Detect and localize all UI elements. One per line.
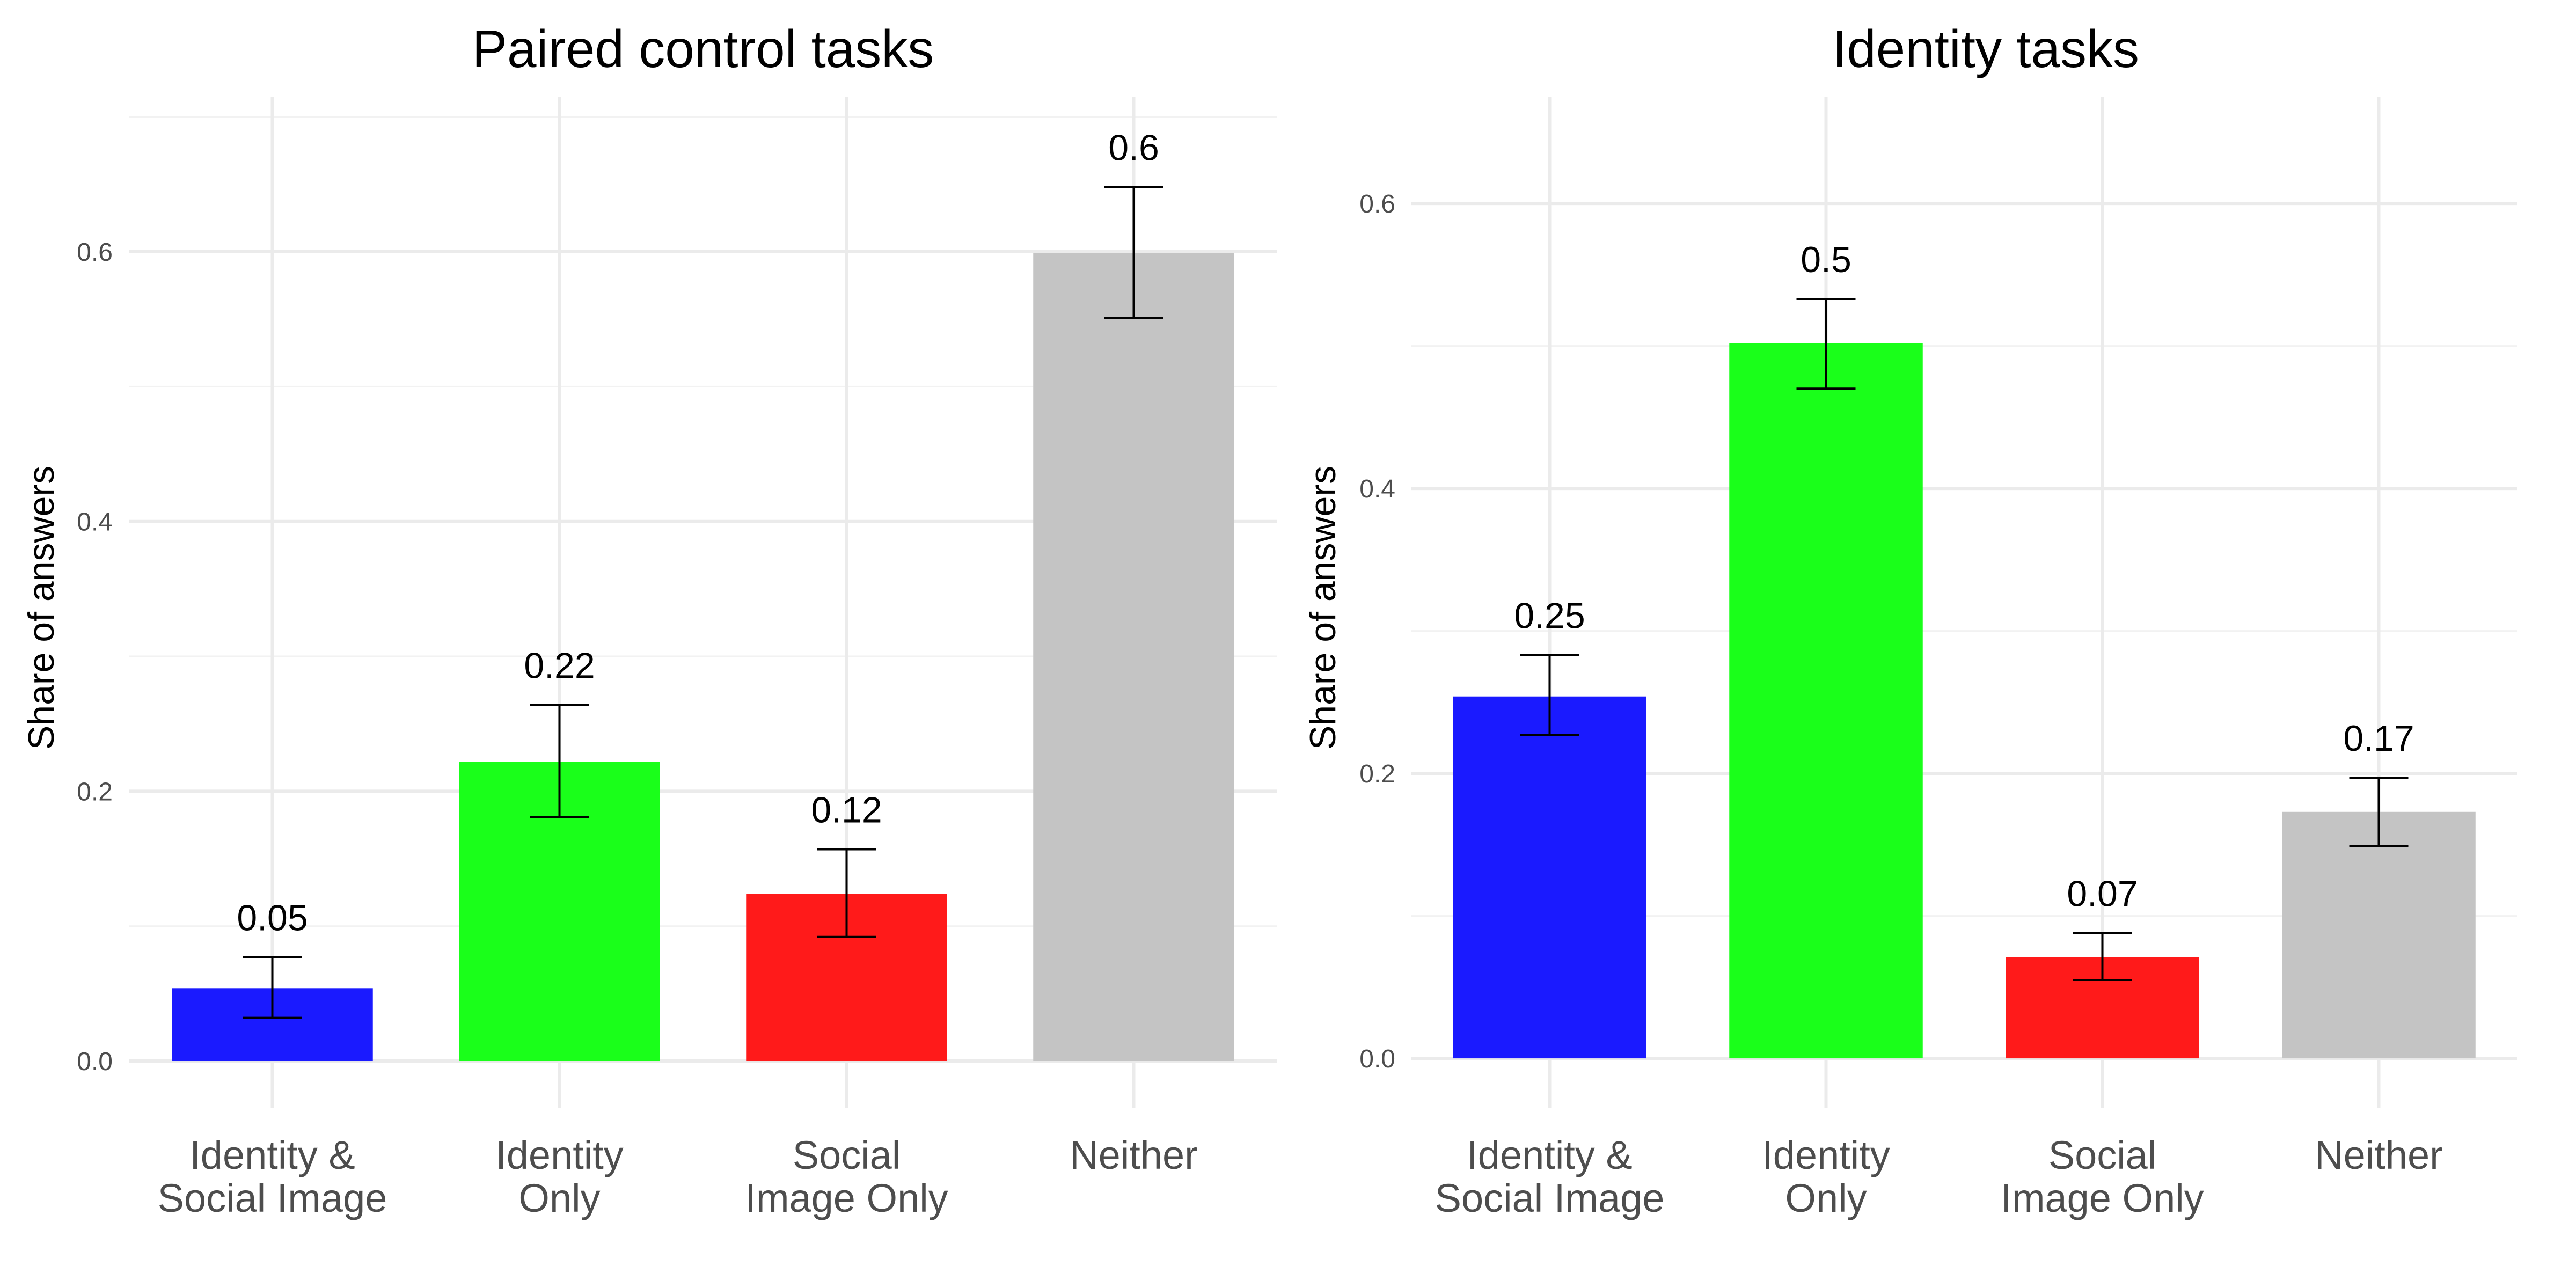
bar bbox=[1729, 343, 1923, 1059]
x-tick-label: Image Only bbox=[745, 1176, 948, 1220]
chart-paired-control-tasks: 0.0 0.2 0.4 0.6 0.05 Identity &Social Image 0.… bbox=[21, 19, 1277, 1220]
data-label: 0.17 bbox=[2343, 718, 2414, 759]
y-tick-label: 0.2 bbox=[1359, 760, 1395, 788]
x-tick-label: Identity & bbox=[1467, 1133, 1633, 1177]
y-tick-label: 0.2 bbox=[77, 778, 113, 806]
error-bar bbox=[530, 704, 589, 818]
x-tick-label: Image Only bbox=[2001, 1176, 2204, 1220]
error-bar bbox=[2349, 777, 2409, 847]
chart-identity-tasks: 0.0 0.2 0.4 0.6 0.25 Identity &Social Image 0.… bbox=[1302, 19, 2517, 1220]
bar bbox=[2282, 811, 2476, 1059]
chart-title: Paired control tasks bbox=[472, 19, 934, 78]
x-tick-label: Identity & bbox=[189, 1133, 355, 1177]
bar bbox=[1453, 696, 1646, 1059]
y-tick-label: 0.4 bbox=[77, 508, 113, 537]
x-tick-label: Social bbox=[2048, 1133, 2157, 1177]
data-label: 0.12 bbox=[811, 789, 882, 830]
data-label: 0.22 bbox=[524, 646, 595, 686]
x-tick-label: Neither bbox=[2315, 1133, 2443, 1177]
error-bar bbox=[243, 956, 302, 1019]
data-label: 0.07 bbox=[2067, 873, 2138, 914]
y-tick-label: 0.6 bbox=[1359, 190, 1395, 218]
y-axis-label: Share of answers bbox=[1302, 466, 1343, 750]
x-tick-label: Only bbox=[1785, 1176, 1867, 1220]
y-tick-label: 0.0 bbox=[1359, 1045, 1395, 1073]
data-label: 0.5 bbox=[1801, 239, 1851, 280]
x-tick-label: Social bbox=[793, 1133, 901, 1177]
error-bar bbox=[817, 848, 876, 938]
x-tick-label: Neither bbox=[1070, 1133, 1198, 1177]
error-bar bbox=[2073, 932, 2132, 982]
y-tick-label: 0.4 bbox=[1359, 475, 1395, 503]
x-tick-label: Social Image bbox=[1435, 1176, 1665, 1220]
x-tick-label: Identity bbox=[1762, 1133, 1890, 1177]
chart-title: Identity tasks bbox=[1832, 19, 2139, 78]
error-bar bbox=[1520, 654, 1579, 736]
x-tick-label: Only bbox=[518, 1176, 600, 1220]
x-tick-label: Social Image bbox=[158, 1176, 387, 1220]
data-label: 0.25 bbox=[1514, 596, 1585, 636]
bar bbox=[1033, 253, 1234, 1062]
data-label: 0.05 bbox=[237, 898, 308, 939]
error-bar bbox=[1104, 186, 1163, 319]
y-tick-label: 0.0 bbox=[77, 1048, 113, 1076]
x-tick-label: Identity bbox=[495, 1133, 624, 1177]
y-tick-label: 0.6 bbox=[77, 238, 113, 267]
data-label: 0.6 bbox=[1108, 127, 1159, 168]
y-axis-label: Share of answers bbox=[21, 466, 62, 750]
error-bar bbox=[1796, 298, 1856, 390]
